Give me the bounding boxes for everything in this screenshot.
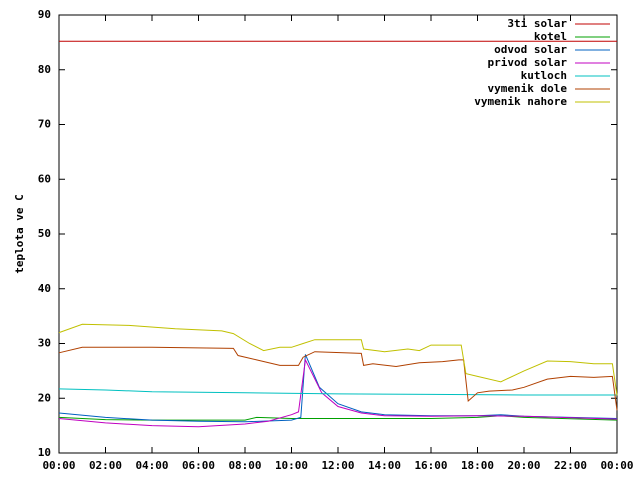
y-tick-label: 70 [38,118,51,131]
x-tick-label: 12:00 [321,459,354,472]
legend-label: vymenik nahore [474,95,567,108]
series-line [58,346,618,411]
x-tick-label: 10:00 [275,459,308,472]
legend-label: privod solar [488,56,568,69]
legend-label: 3ti solar [507,17,567,30]
series-line [58,323,618,396]
y-tick-label: 40 [38,282,51,295]
y-tick-label: 90 [38,8,51,21]
series-line [58,388,617,396]
x-tick-label: 14:00 [368,459,401,472]
x-tick-label: 22:00 [554,459,587,472]
y-tick-label: 30 [38,337,51,350]
x-tick-label: 00:00 [42,459,75,472]
y-tick-label: 10 [38,446,51,459]
x-tick-label: 18:00 [461,459,494,472]
legend-label: odvod solar [494,43,567,56]
x-tick-label: 08:00 [228,459,261,472]
legend-label: vymenik dole [488,82,568,95]
y-axis-label: teplota ve C [13,194,26,273]
x-tick-label: 04:00 [135,459,168,472]
x-tick-label: 02:00 [89,459,122,472]
x-tick-label: 06:00 [182,459,215,472]
series-line [58,358,618,428]
y-tick-label: 20 [38,391,51,404]
legend-label: kotel [534,30,567,43]
x-tick-label: 00:00 [600,459,633,472]
x-tick-label: 16:00 [414,459,447,472]
x-tick-label: 20:00 [507,459,540,472]
y-tick-label: 80 [38,63,51,76]
legend-label: kutloch [521,69,567,82]
y-tick-label: 50 [38,227,51,240]
y-tick-label: 60 [38,172,51,185]
